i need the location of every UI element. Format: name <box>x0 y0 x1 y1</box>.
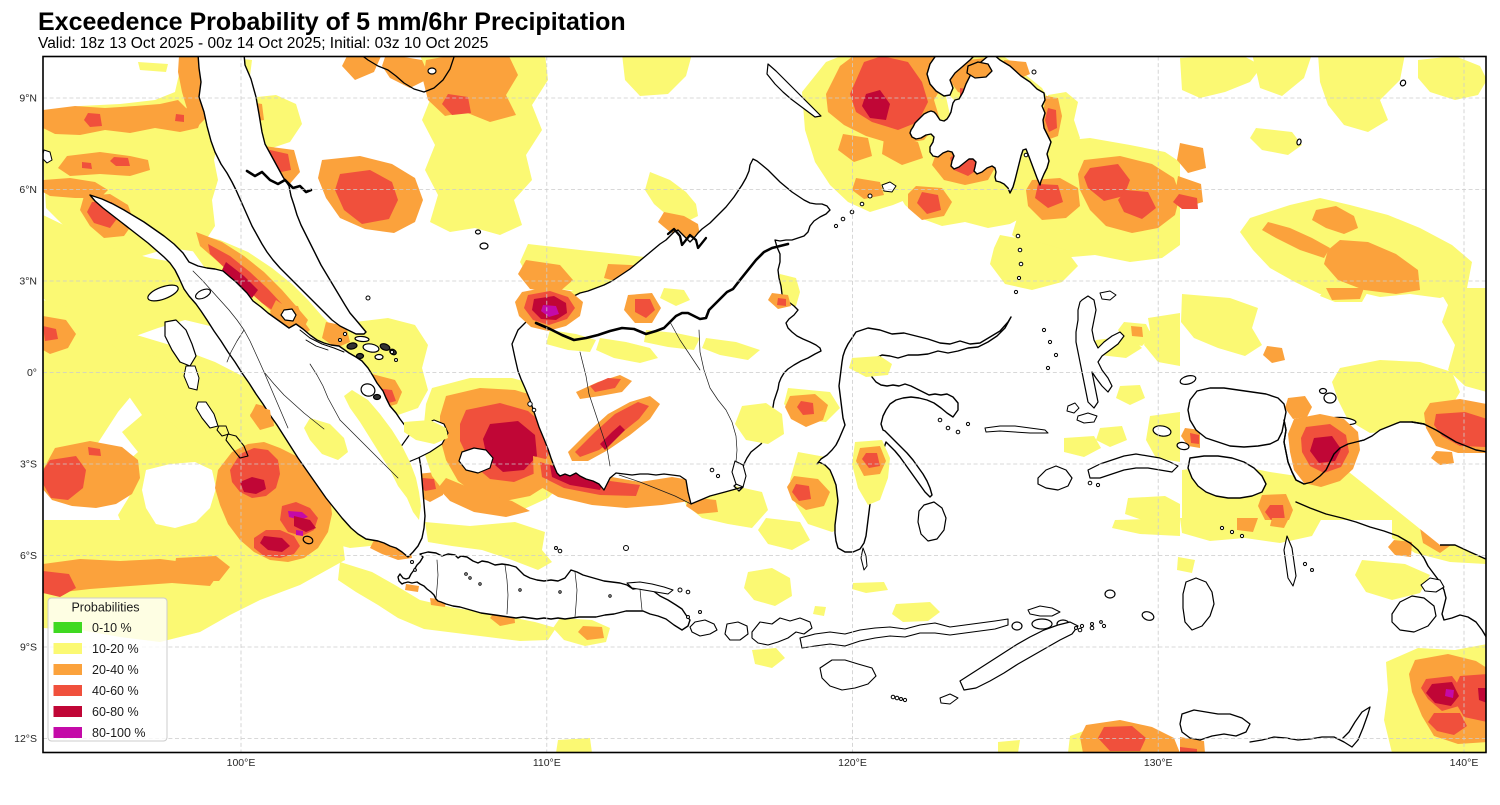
svg-text:Probabilities: Probabilities <box>71 601 139 615</box>
svg-text:60-80 %: 60-80 % <box>92 705 139 719</box>
svg-text:20-40 %: 20-40 % <box>92 663 139 677</box>
svg-text:10-20 %: 10-20 % <box>92 642 139 656</box>
svg-text:12°S: 12°S <box>14 733 37 745</box>
svg-text:9°N: 9°N <box>19 93 37 105</box>
svg-text:110°E: 110°E <box>533 757 561 769</box>
svg-text:3°S: 3°S <box>20 459 37 471</box>
svg-text:130°E: 130°E <box>1144 757 1173 769</box>
svg-text:3°N: 3°N <box>19 276 37 288</box>
svg-text:6°N: 6°N <box>19 184 37 196</box>
svg-text:140°E: 140°E <box>1450 757 1479 769</box>
svg-text:9°S: 9°S <box>20 642 37 654</box>
svg-text:0-10 %: 0-10 % <box>92 621 132 635</box>
svg-text:0°: 0° <box>27 367 37 379</box>
svg-text:120°E: 120°E <box>838 757 867 769</box>
svg-text:40-60 %: 40-60 % <box>92 684 139 698</box>
svg-text:100°E: 100°E <box>227 757 256 769</box>
svg-text:6°S: 6°S <box>20 550 37 562</box>
svg-text:80-100 %: 80-100 % <box>92 726 146 740</box>
